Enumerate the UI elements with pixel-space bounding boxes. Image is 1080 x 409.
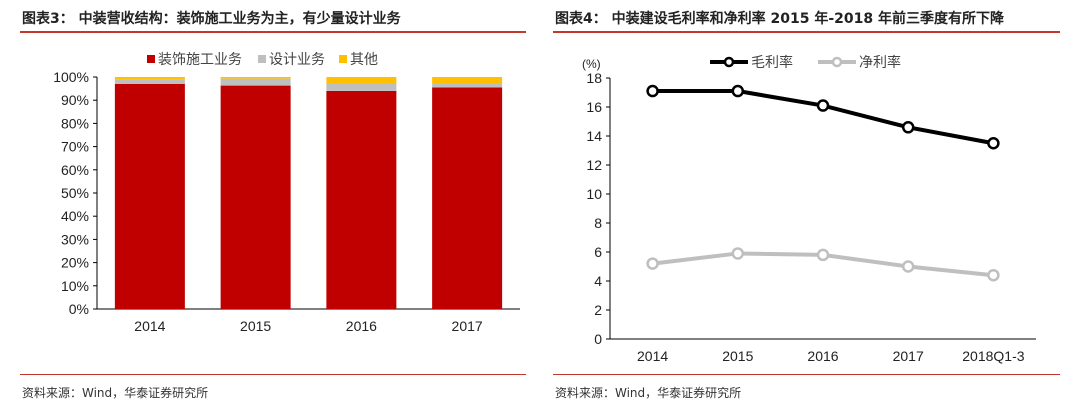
- bar-其他-2014: [114, 77, 185, 80]
- point-净利率-2014: [646, 257, 659, 270]
- point-毛利率-2015: [731, 84, 745, 98]
- x-tick-label: 2015: [722, 348, 753, 364]
- x-tick-label: 2018Q1-3: [962, 348, 1024, 364]
- y-tick-label: 10: [586, 186, 602, 202]
- left-source: 资料来源：Wind，华泰证券研究所: [22, 386, 209, 400]
- y-tick-label: 2: [594, 302, 602, 318]
- right-bottom-rule: [553, 374, 1060, 375]
- y-tick-label: 90%: [61, 92, 89, 108]
- x-tick-label: 2016: [807, 348, 838, 364]
- y-tick-label: 70%: [61, 139, 89, 155]
- x-tick-label: 2017: [452, 318, 483, 334]
- bar-设计业务-2017: [432, 83, 503, 88]
- x-tick-label: 2017: [893, 348, 924, 364]
- y-tick-label: 10%: [61, 278, 89, 294]
- legend-label: 毛利率: [751, 54, 793, 70]
- point-净利率-2018Q1-3: [987, 268, 1000, 282]
- point-净利率-2015: [731, 247, 745, 260]
- legend-label: 装饰施工业务: [158, 51, 242, 67]
- right-source: 资料来源：Wind，华泰证券研究所: [555, 386, 742, 400]
- left-bottom-rule: [20, 374, 526, 375]
- point-净利率-2017: [901, 260, 915, 273]
- legend-label: 其他: [350, 51, 378, 67]
- bar-其他-2017: [432, 77, 503, 84]
- bar-装饰施工业务-2015: [220, 85, 291, 309]
- legend-marker: [723, 56, 735, 68]
- right-title-rule: [553, 31, 1060, 33]
- legend-label: 净利率: [859, 54, 901, 70]
- bar-设计业务-2014: [114, 79, 185, 84]
- legend-marker: [831, 56, 843, 68]
- legend-label: 设计业务: [269, 51, 325, 67]
- legend-swatch: [339, 55, 347, 63]
- line-毛利率: [652, 89, 994, 146]
- y-tick-label: 18: [586, 70, 602, 86]
- bar-装饰施工业务-2016: [326, 90, 397, 309]
- y-tick-label: 60%: [61, 162, 89, 178]
- bar-装饰施工业务-2014: [114, 83, 185, 310]
- y-tick-label: 16: [586, 99, 602, 115]
- y-tick-label: 8: [594, 215, 602, 231]
- legend-swatch: [147, 55, 155, 63]
- point-毛利率-2014: [646, 84, 659, 98]
- y-tick-label: 6: [594, 244, 602, 260]
- point-毛利率-2016: [816, 99, 830, 112]
- x-tick-label: 2014: [637, 348, 668, 364]
- legend-swatch: [258, 55, 266, 63]
- left-chart-title: 图表3： 中装营收结构：装饰施工业务为主，有少量设计业务: [22, 11, 401, 27]
- y-tick-label: 0%: [69, 301, 89, 317]
- y-tick-label: 40%: [61, 208, 89, 224]
- x-tick-label: 2014: [134, 318, 165, 334]
- point-毛利率-2017: [901, 121, 915, 134]
- bar-设计业务-2016: [326, 83, 397, 91]
- x-tick-label: 2015: [240, 318, 271, 334]
- y-axis-unit: (%): [582, 57, 601, 71]
- y-tick-label: 20%: [61, 255, 89, 271]
- y-tick-label: 100%: [53, 69, 89, 85]
- bar-装饰施工业务-2017: [432, 87, 503, 309]
- left-title-rule: [20, 31, 526, 33]
- y-tick-label: 14: [586, 128, 602, 144]
- y-tick-label: 0: [594, 331, 602, 347]
- right-chart-title: 图表4： 中装建设毛利率和净利率 2015 年-2018 年前三季度有所下降: [555, 11, 1004, 27]
- y-tick-label: 30%: [61, 231, 89, 247]
- x-tick-label: 2016: [346, 318, 377, 334]
- bar-其他-2016: [326, 77, 397, 84]
- point-净利率-2016: [816, 248, 830, 262]
- y-tick-label: 50%: [61, 185, 89, 201]
- point-毛利率-2018Q1-3: [987, 137, 1000, 150]
- bar-其他-2015: [220, 77, 291, 79]
- y-tick-label: 4: [594, 273, 602, 289]
- y-tick-label: 80%: [61, 115, 89, 131]
- y-tick-label: 12: [586, 157, 602, 173]
- bar-设计业务-2015: [220, 78, 291, 86]
